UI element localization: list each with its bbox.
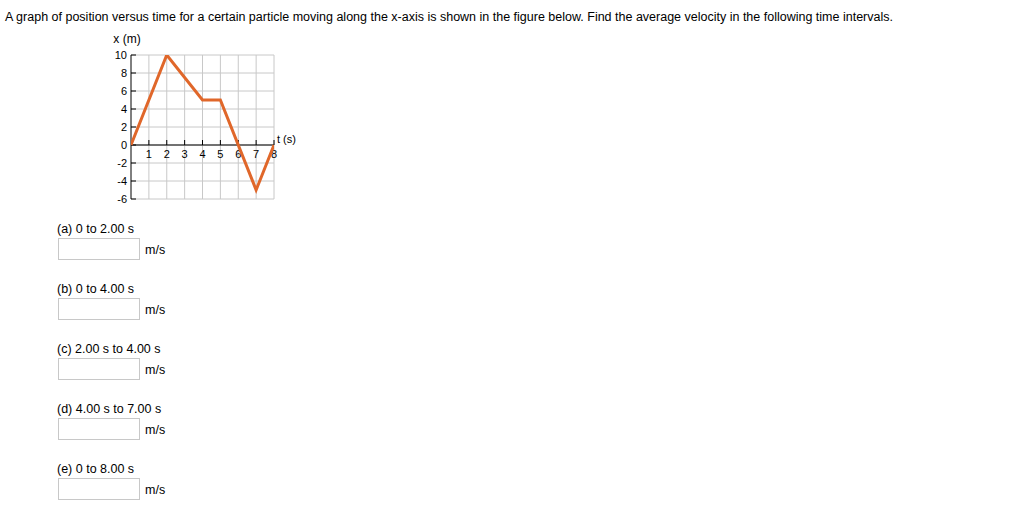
- x-axis-label: t (s): [277, 133, 296, 145]
- x-tick: [220, 140, 221, 145]
- grid-line-y: [131, 163, 274, 164]
- part-label: (c) 2.00 s to 4.00 s: [57, 342, 161, 356]
- grid-line-y: [131, 199, 274, 200]
- y-tick: [131, 181, 136, 182]
- y-tick-label: -6: [117, 193, 127, 205]
- y-tick-label: 10: [115, 49, 127, 61]
- y-tick: [131, 55, 136, 56]
- data-group: [131, 55, 274, 190]
- y-tick: [131, 73, 136, 74]
- y-tick-label: 0: [121, 139, 127, 151]
- y-tick-label: 8: [121, 67, 127, 79]
- grid-line-y: [131, 73, 274, 74]
- prompt: A graph of position versus time for a ce…: [5, 10, 893, 24]
- unit-label: m/s: [145, 423, 165, 437]
- y-tick-label: -4: [117, 175, 127, 187]
- y-tick-label: 2: [121, 121, 127, 133]
- x-tick: [184, 140, 185, 145]
- y-tick: [131, 127, 136, 128]
- x-tick-label: 5: [217, 148, 223, 160]
- answer-input[interactable]: [59, 479, 140, 500]
- part-label: (a) 0 to 2.00 s: [57, 222, 134, 236]
- x-tick: [148, 140, 149, 145]
- y-tick-label: -2: [117, 157, 127, 169]
- x-tick: [166, 140, 167, 145]
- y-tick: [131, 91, 136, 92]
- y-tick: [131, 163, 136, 164]
- x-tick-label: 3: [182, 148, 188, 160]
- y-tick: [131, 199, 136, 200]
- unit-label: m/s: [145, 363, 165, 377]
- position-line: [131, 55, 274, 190]
- unit-label: m/s: [145, 483, 165, 497]
- y-tick-label: 6: [121, 85, 127, 97]
- chart: -6-4-2024681012345678x (m)t (s): [113, 32, 296, 205]
- unit-label: m/s: [145, 243, 165, 257]
- grid-line-y: [131, 127, 274, 128]
- y-tick-label: 4: [121, 103, 127, 115]
- x-tick: [274, 140, 275, 145]
- grid-line-y: [131, 109, 274, 110]
- x-tick-label: 4: [199, 148, 205, 160]
- background: [0, 0, 1024, 512]
- answer-input[interactable]: [59, 359, 140, 380]
- x-tick-label: 7: [253, 148, 259, 160]
- answer-input[interactable]: [59, 239, 140, 260]
- answer-input[interactable]: [59, 299, 140, 320]
- x-tick: [256, 140, 257, 145]
- page: A graph of position versus time for a ce…: [0, 0, 1024, 512]
- answer-input[interactable]: [59, 419, 140, 440]
- part-label: (b) 0 to 4.00 s: [57, 282, 134, 296]
- y-axis-label: x (m): [113, 32, 140, 46]
- x-tick-label: 2: [164, 148, 170, 160]
- part-label: (d) 4.00 s to 7.00 s: [57, 402, 161, 416]
- part-label: (e) 0 to 8.00 s: [57, 462, 134, 476]
- grid-line-y: [131, 55, 274, 56]
- unit-label: m/s: [145, 303, 165, 317]
- y-tick: [131, 109, 136, 110]
- x-tick-label: 1: [146, 148, 152, 160]
- x-tick: [202, 140, 203, 145]
